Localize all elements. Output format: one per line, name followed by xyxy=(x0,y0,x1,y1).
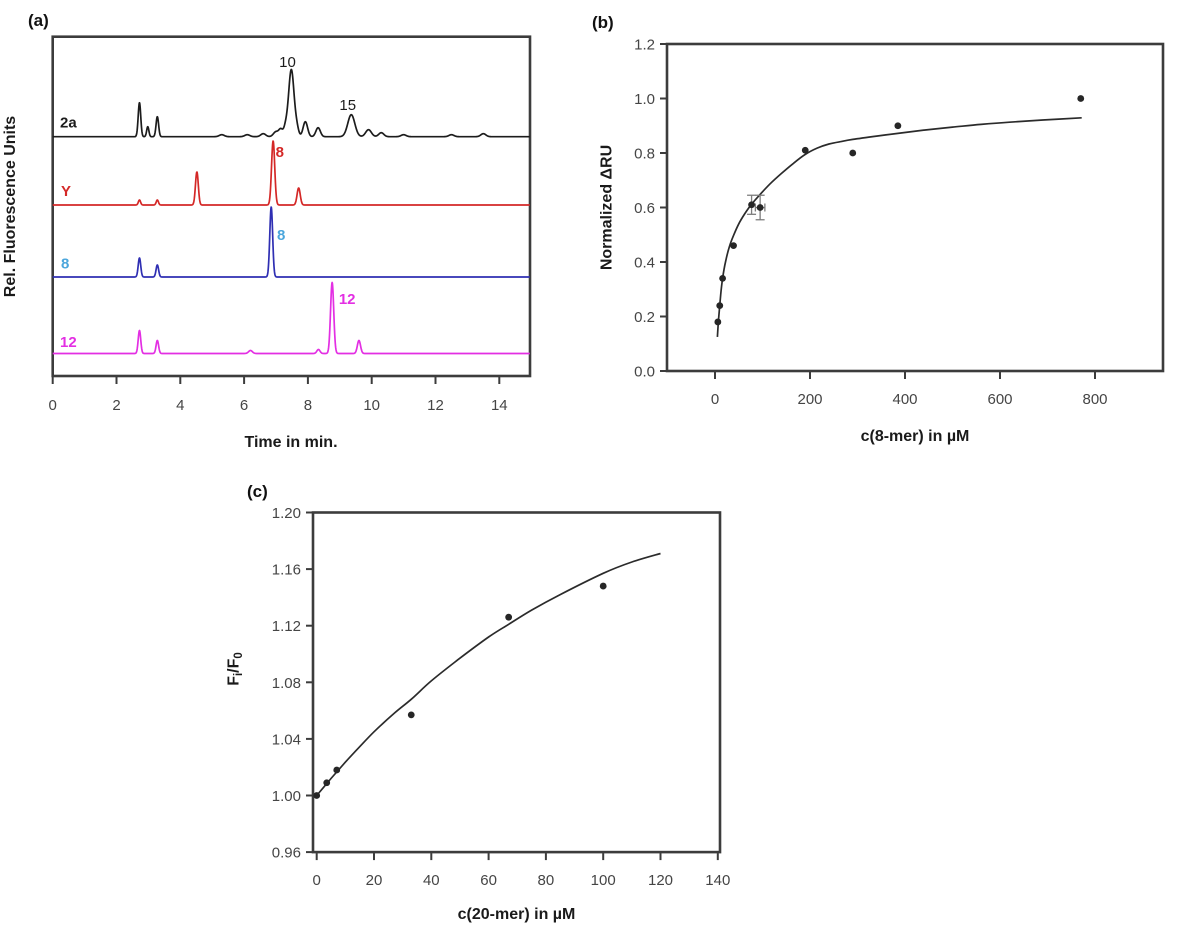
y-label-subscript: 0 xyxy=(233,652,245,658)
data-point xyxy=(719,274,726,282)
panel-c-y-axis-title: Fi/F0 xyxy=(226,652,246,686)
x-tick-label: 0 xyxy=(49,397,57,414)
panel-a: (a) 0 2 4 6 8 10 12 14 2a 10 15 Y 8 8 8 12 12 Time in mi… xyxy=(2,11,532,451)
peak-annotation: 8 xyxy=(277,227,285,244)
fit-curve xyxy=(716,116,1082,337)
data-point xyxy=(849,149,857,157)
panel-c-x-axis-title: c(20-mer) in µM xyxy=(458,906,576,923)
panel-b: (b) 0 200 400 600 800 0.0 0.2 0.4 0.6 0.8 1.0 1.2 c… xyxy=(592,13,1165,445)
data-point xyxy=(894,122,902,130)
data-point xyxy=(599,582,607,590)
x-tick-label: 200 xyxy=(797,391,822,408)
y-tick-label: 1.00 xyxy=(272,788,301,805)
panel-b-y-axis-title: Normalized ΔRU xyxy=(599,145,616,270)
data-point xyxy=(730,242,737,250)
data-point xyxy=(323,779,331,787)
x-tick-label: 400 xyxy=(892,391,917,408)
y-tick-label: 1.12 xyxy=(272,618,301,635)
data-point xyxy=(756,204,764,211)
trace-name-label: 2a xyxy=(60,115,77,132)
x-tick-label: 140 xyxy=(705,872,730,889)
y-tick-label: 1.04 xyxy=(272,731,301,748)
panel-c-dynamic: 0 20 40 60 80 100 120 140 1.20 1.16 1.12 1.08 1.04 1.… xyxy=(272,505,731,889)
y-tick-label: 1.16 xyxy=(272,562,301,579)
data-point xyxy=(333,766,341,774)
data-point xyxy=(801,146,809,154)
x-tick-label: 10 xyxy=(363,397,380,414)
panel-b-x-axis-title: c(8-mer) in µM xyxy=(861,428,970,445)
y-tick-label: 0.8 xyxy=(634,146,655,163)
panel-c: (c) 0 20 40 60 80 100 120 140 1.20 1.16 1.12 1.08 1.… xyxy=(226,482,731,923)
x-tick-label: 4 xyxy=(176,397,184,414)
chromatogram-trace-Y xyxy=(52,140,531,206)
y-tick-label: 0.4 xyxy=(634,255,655,272)
y-label-subscript: i xyxy=(233,673,245,676)
y-tick-label: 1.0 xyxy=(634,91,655,108)
y-label-base: F xyxy=(226,676,243,686)
x-tick-label: 6 xyxy=(240,397,248,414)
x-tick-label: 0 xyxy=(711,391,719,408)
panel-c-plot-box xyxy=(311,511,722,854)
panel-a-x-axis-title: Time in min. xyxy=(244,434,337,451)
chromatogram-trace-2a xyxy=(52,68,531,138)
data-point xyxy=(407,711,415,719)
x-tick-label: 8 xyxy=(304,397,312,414)
data-point xyxy=(313,792,321,799)
panel-b-dynamic: 0 200 400 600 800 0.0 0.2 0.4 0.6 0.8 1.0 1.2 xyxy=(634,37,1107,409)
panel-a-dynamic: 0 2 4 6 8 10 12 14 2a 10 15 Y 8 8 8 12 12 xyxy=(49,54,531,414)
panel-a-letter: (a) xyxy=(28,11,49,30)
panel-a-plot-box xyxy=(51,35,532,378)
x-tick-label: 20 xyxy=(366,872,383,889)
peak-annotation: 12 xyxy=(339,291,356,308)
y-tick-label: 1.08 xyxy=(272,675,301,692)
x-tick-label: 2 xyxy=(112,397,120,414)
y-tick-label: 0.0 xyxy=(634,364,655,381)
y-tick-label: 1.2 xyxy=(634,37,655,54)
x-tick-label: 100 xyxy=(591,872,616,889)
data-point xyxy=(1077,95,1085,102)
x-tick-label: 0 xyxy=(313,872,321,889)
panel-a-y-axis-title: Rel. Fluorescence Units xyxy=(2,116,19,297)
panel-c-letter: (c) xyxy=(247,482,268,501)
y-label-base: /F xyxy=(226,658,243,672)
y-tick-label: 0.2 xyxy=(634,309,655,326)
y-tick-label: 1.20 xyxy=(272,505,301,522)
peak-annotation: 10 xyxy=(279,54,296,71)
panel-b-letter: (b) xyxy=(592,13,614,32)
y-tick-label: 0.6 xyxy=(634,200,655,217)
fit-curve xyxy=(316,552,661,797)
data-point xyxy=(505,613,513,621)
data-point xyxy=(716,302,724,309)
peak-annotation: 15 xyxy=(339,97,356,114)
x-tick-label: 14 xyxy=(491,397,508,414)
x-tick-label: 40 xyxy=(423,872,440,889)
trace-name-label: 12 xyxy=(60,334,77,351)
panel-b-plot-box xyxy=(665,42,1165,373)
x-tick-label: 120 xyxy=(648,872,673,889)
x-tick-label: 600 xyxy=(987,391,1012,408)
data-point xyxy=(748,201,755,209)
data-point xyxy=(714,318,722,326)
peak-annotation: 8 xyxy=(276,144,284,161)
y-tick-label: 0.96 xyxy=(272,845,301,862)
trace-name-label: Y xyxy=(61,183,71,200)
x-tick-label: 12 xyxy=(427,397,444,414)
chromatogram-trace-8 xyxy=(52,206,531,278)
chromatogram-trace-12 xyxy=(52,281,531,355)
trace-name-label: 8 xyxy=(61,256,69,273)
x-tick-label: 80 xyxy=(538,872,555,889)
x-tick-label: 800 xyxy=(1082,391,1107,408)
x-tick-label: 60 xyxy=(480,872,497,889)
